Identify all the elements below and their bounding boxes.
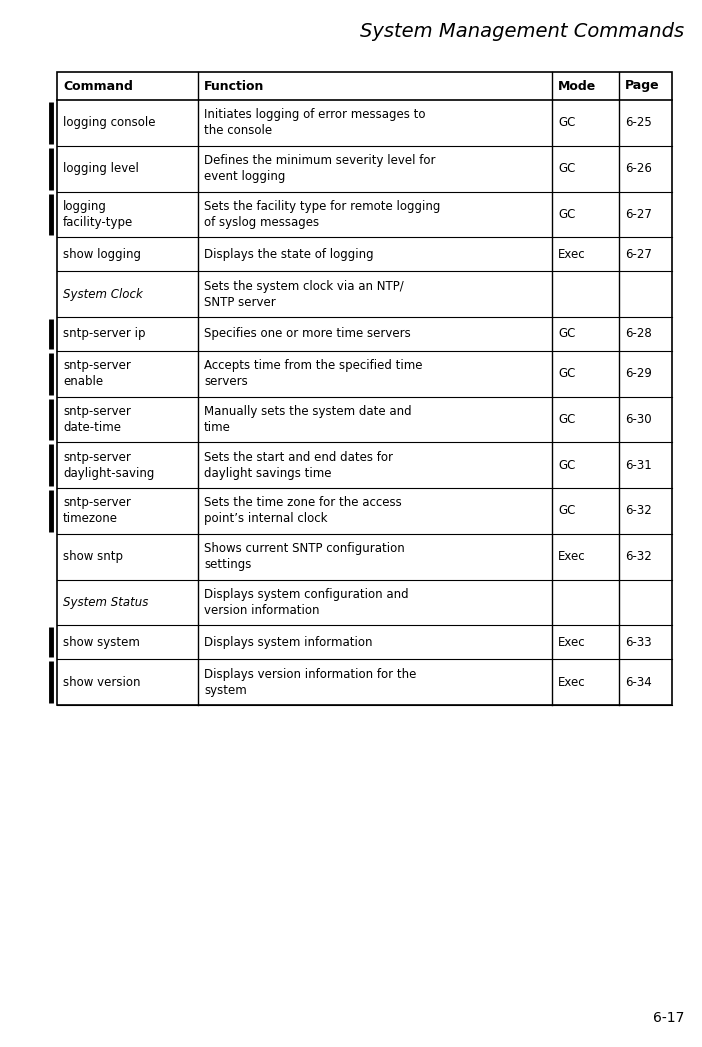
Text: 6-31: 6-31: [625, 459, 652, 472]
Text: Sets the start and end dates for
daylight savings time: Sets the start and end dates for dayligh…: [204, 450, 393, 480]
Text: GC: GC: [558, 328, 576, 340]
Text: Displays system configuration and
version information: Displays system configuration and versio…: [204, 588, 409, 617]
Text: show version: show version: [63, 675, 140, 689]
Text: Displays version information for the
system: Displays version information for the sys…: [204, 668, 416, 696]
Text: sntp-server
date-time: sntp-server date-time: [63, 405, 131, 433]
Text: 6-17: 6-17: [653, 1011, 684, 1025]
Text: Sets the system clock via an NTP/
SNTP server: Sets the system clock via an NTP/ SNTP s…: [204, 280, 404, 309]
Text: sntp-server
enable: sntp-server enable: [63, 359, 131, 388]
Text: Displays the state of logging: Displays the state of logging: [204, 248, 373, 261]
Text: logging console: logging console: [63, 116, 156, 130]
Text: System Status: System Status: [63, 596, 148, 609]
Text: show logging: show logging: [63, 248, 141, 261]
Text: Exec: Exec: [558, 551, 586, 563]
Text: GC: GC: [558, 505, 576, 517]
Text: GC: GC: [558, 367, 576, 380]
Text: Command: Command: [63, 80, 133, 92]
Text: Function: Function: [204, 80, 265, 92]
Text: sntp-server
timezone: sntp-server timezone: [63, 496, 131, 526]
Text: show system: show system: [63, 636, 140, 649]
Text: System Management Commands: System Management Commands: [360, 22, 684, 41]
Text: 6-27: 6-27: [625, 208, 652, 221]
Text: sntp-server ip: sntp-server ip: [63, 328, 145, 340]
Text: show sntp: show sntp: [63, 551, 123, 563]
Text: 6-33: 6-33: [625, 636, 651, 649]
Text: GC: GC: [558, 162, 576, 175]
Text: 6-29: 6-29: [625, 367, 652, 380]
Text: logging
facility-type: logging facility-type: [63, 200, 133, 229]
Text: 6-34: 6-34: [625, 675, 652, 689]
Text: GC: GC: [558, 413, 576, 426]
Text: Page: Page: [625, 80, 660, 92]
Text: 6-32: 6-32: [625, 505, 652, 517]
Text: GC: GC: [558, 116, 576, 130]
Text: Defines the minimum severity level for
event logging: Defines the minimum severity level for e…: [204, 154, 435, 183]
Text: Shows current SNTP configuration
settings: Shows current SNTP configuration setting…: [204, 542, 405, 572]
Text: 6-27: 6-27: [625, 248, 652, 261]
Bar: [57, 72, 672, 705]
Text: Manually sets the system date and
time: Manually sets the system date and time: [204, 405, 411, 433]
Text: Exec: Exec: [558, 248, 586, 261]
Text: GC: GC: [558, 459, 576, 472]
Text: logging level: logging level: [63, 162, 139, 175]
Text: 6-32: 6-32: [625, 551, 652, 563]
Text: GC: GC: [558, 208, 576, 221]
Text: Exec: Exec: [558, 675, 586, 689]
Text: Sets the time zone for the access
point’s internal clock: Sets the time zone for the access point’…: [204, 496, 402, 526]
Text: Sets the facility type for remote logging
of syslog messages: Sets the facility type for remote loggin…: [204, 200, 440, 229]
Text: Accepts time from the specified time
servers: Accepts time from the specified time ser…: [204, 359, 423, 388]
Text: Initiates logging of error messages to
the console: Initiates logging of error messages to t…: [204, 109, 425, 137]
Text: 6-30: 6-30: [625, 413, 651, 426]
Text: System Clock: System Clock: [63, 288, 143, 300]
Text: Exec: Exec: [558, 636, 586, 649]
Text: 6-26: 6-26: [625, 162, 652, 175]
Text: Specifies one or more time servers: Specifies one or more time servers: [204, 328, 411, 340]
Text: sntp-server
daylight-saving: sntp-server daylight-saving: [63, 450, 154, 480]
Text: Mode: Mode: [558, 80, 597, 92]
Text: Displays system information: Displays system information: [204, 636, 373, 649]
Text: 6-25: 6-25: [625, 116, 652, 130]
Text: 6-28: 6-28: [625, 328, 652, 340]
